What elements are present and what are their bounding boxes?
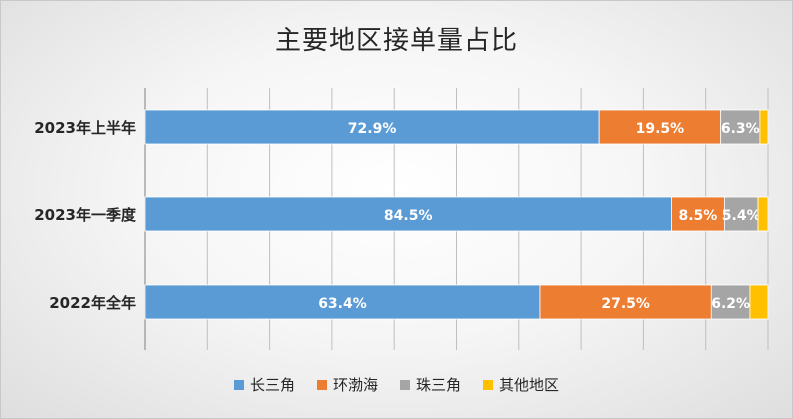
legend-label: 其他地区	[499, 376, 560, 394]
legend-swatch	[316, 379, 327, 390]
bar-segment	[723, 196, 759, 232]
bar-segment	[749, 284, 769, 320]
bar-segment	[671, 196, 725, 232]
data-label: 72.9%	[348, 121, 397, 137]
legend-item: 长三角	[233, 374, 295, 395]
data-label: 8.5%	[678, 208, 717, 224]
category-label: 2023年上半年	[34, 119, 136, 137]
data-label: 27.5%	[601, 296, 650, 312]
data-label: 63.4%	[318, 296, 367, 312]
legend-swatch	[400, 379, 410, 390]
bar-segment	[759, 109, 769, 145]
legend-item: 其他地区	[483, 374, 559, 395]
data-label: 6.3%	[721, 121, 760, 137]
bar-segment	[757, 196, 769, 232]
bar-segment	[144, 284, 541, 320]
data-label: 19.5%	[636, 121, 685, 137]
bar-segment	[710, 284, 751, 320]
data-label: 6.2%	[711, 296, 750, 312]
category-label: 2023年一季度	[34, 206, 137, 224]
category-label: 2022年全年	[49, 294, 136, 312]
legend-swatch	[233, 379, 244, 390]
chart-title: 主要地区接单量占比	[274, 26, 518, 56]
bar-segment	[539, 284, 712, 320]
legend-item: 环渤海	[316, 374, 378, 395]
legend-swatch	[483, 379, 494, 390]
legend-label: 珠三角	[416, 376, 462, 394]
data-label: 5.4%	[722, 208, 761, 224]
bar-segment	[144, 196, 672, 232]
legend-label: 环渤海	[332, 376, 378, 394]
bar-segment	[598, 109, 722, 145]
legend: 长三角 环渤海 珠三角 其他地区	[0, 374, 793, 395]
legend-item: 珠三角	[400, 374, 461, 395]
data-label: 84.5%	[384, 208, 433, 224]
legend-label: 长三角	[249, 376, 295, 394]
